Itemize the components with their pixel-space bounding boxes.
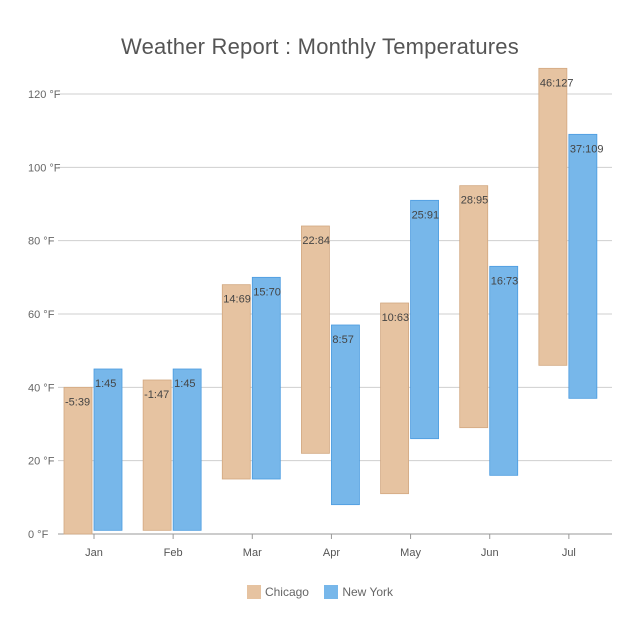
legend-item-new-york[interactable]: New York: [324, 585, 393, 599]
bar-chicago: [380, 302, 409, 495]
bar-new-york: [489, 265, 519, 476]
data-label: 22:84: [302, 235, 330, 247]
y-tick-label: 60 °F: [28, 309, 55, 321]
x-tick-label: Apr: [323, 547, 340, 559]
bar-chicago: [538, 67, 568, 366]
y-tick-label: 0 °F: [28, 529, 49, 541]
x-tick-label: Jan: [85, 547, 103, 559]
legend: Chicago New York: [0, 585, 640, 602]
y-tick-label: 20 °F: [28, 456, 55, 468]
data-label: -1:47: [144, 389, 169, 401]
data-label: 14:69: [223, 294, 251, 306]
bar-chicago: [142, 379, 172, 531]
x-tick-label: Jun: [481, 547, 499, 559]
data-label: 15:70: [253, 286, 281, 298]
data-label: 8:57: [332, 334, 353, 346]
bar-chicago: [63, 386, 93, 535]
y-tick-label: 100 °F: [28, 162, 61, 174]
legend-item-chicago[interactable]: Chicago: [246, 585, 309, 599]
bar-chicago: [301, 225, 330, 454]
legend-label-chicago: Chicago: [264, 585, 309, 599]
legend-label-new-york: New York: [342, 585, 394, 599]
x-tick-label: May: [400, 547, 421, 559]
bar-chicago: [459, 185, 489, 429]
y-tick-label: 120 °F: [28, 89, 61, 101]
bar-chicago: [221, 284, 251, 480]
data-label: 1:45: [95, 378, 116, 390]
y-tick-label: 80 °F: [28, 236, 55, 248]
legend-swatch-new-york: [324, 585, 339, 599]
x-tick-label: Jul: [562, 547, 576, 559]
bar-new-york: [93, 368, 123, 531]
data-label: 46:127: [540, 77, 574, 89]
data-label: 16:73: [491, 275, 519, 287]
chart-title: Weather Report : Monthly Temperatures: [121, 34, 519, 59]
y-tick-label: 40 °F: [28, 382, 55, 394]
legend-swatch-chicago: [246, 585, 261, 599]
data-label: 37:109: [570, 143, 604, 155]
bar-new-york: [568, 133, 598, 399]
data-label: -5:39: [65, 396, 90, 408]
bar-new-york: [251, 276, 281, 480]
data-label: 28:95: [461, 195, 489, 207]
x-tick-label: Feb: [164, 547, 183, 559]
data-label: 1:45: [174, 378, 195, 390]
bar-new-york: [410, 199, 439, 440]
bar-new-york: [331, 324, 360, 506]
bar-new-york: [172, 368, 202, 531]
x-tick-label: Mar: [243, 547, 262, 559]
data-label: 25:91: [412, 209, 440, 221]
data-label: 10:63: [382, 312, 410, 324]
